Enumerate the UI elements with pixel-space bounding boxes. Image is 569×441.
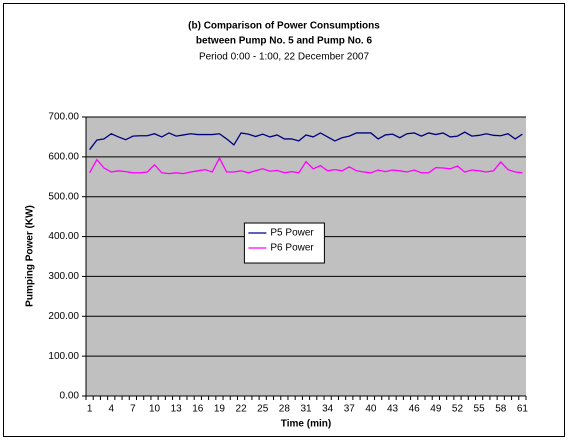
x-tick-label: 13: [171, 404, 183, 415]
x-tick-label: 10: [149, 404, 161, 415]
y-tick-label: 200.00: [48, 311, 79, 322]
x-tick-label: 28: [279, 404, 291, 415]
y-tick-label: 100.00: [48, 351, 79, 362]
y-tick-label: 500.00: [48, 191, 79, 202]
x-tick-label: 49: [430, 404, 442, 415]
x-tick-label: 22: [236, 404, 248, 415]
x-tick-label: 40: [365, 404, 377, 415]
series-line: [89, 131, 523, 151]
y-tick-label: 0.00: [60, 391, 80, 402]
series-line: [89, 156, 523, 175]
x-tick-label: 7: [130, 404, 136, 415]
y-tick-label: 600.00: [48, 151, 79, 162]
chart-title: (b) Comparison of Power Consumptions: [188, 21, 380, 32]
x-axis-label: Time (min): [281, 419, 331, 430]
x-tick-label: 1: [87, 404, 93, 415]
x-tick-label: 37: [344, 404, 356, 415]
y-tick-label: 400.00: [48, 231, 79, 242]
legend-label: P6 Power: [270, 243, 314, 254]
x-tick-label: 4: [108, 404, 114, 415]
y-axis-label: Pumping Power (KW): [25, 205, 36, 307]
chart-title: between Pump No. 5 and Pump No. 6: [196, 36, 373, 47]
legend-box: [243, 222, 325, 264]
x-tick-label: 34: [322, 404, 334, 415]
x-tick-label: 52: [452, 404, 464, 415]
x-tick-label: 61: [517, 404, 529, 415]
chart-subtitle: Period 0:00 - 1:00, 22 December 2007: [199, 52, 370, 63]
x-tick-label: 25: [257, 404, 269, 415]
x-tick-label: 16: [192, 404, 204, 415]
y-tick-label: 700.00: [48, 112, 79, 123]
x-tick-label: 31: [300, 404, 312, 415]
x-tick-label: 43: [387, 404, 399, 415]
y-tick-label: 300.00: [48, 271, 79, 282]
x-tick-label: 58: [495, 404, 507, 415]
x-tick-label: 46: [409, 404, 421, 415]
x-tick-label: 19: [214, 404, 226, 415]
legend-label: P5 Power: [270, 228, 314, 239]
x-tick-label: 55: [474, 404, 486, 415]
